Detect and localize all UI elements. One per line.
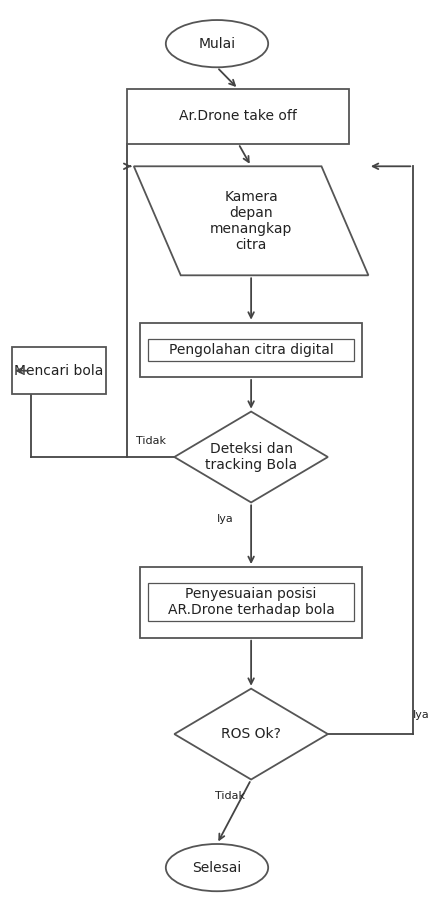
Text: Ar.Drone take off: Ar.Drone take off [179,110,297,123]
FancyBboxPatch shape [128,89,349,143]
Text: Tidak: Tidak [136,436,166,446]
FancyBboxPatch shape [12,347,106,394]
Text: Deteksi dan
tracking Bola: Deteksi dan tracking Bola [205,441,297,473]
Ellipse shape [166,20,268,68]
Text: Iya: Iya [217,515,234,525]
Polygon shape [134,166,368,275]
Text: Mulai: Mulai [198,37,236,50]
Text: Mencari bola: Mencari bola [14,364,104,377]
Polygon shape [174,411,328,503]
FancyBboxPatch shape [140,567,362,638]
Ellipse shape [166,844,268,891]
Text: ROS Ok?: ROS Ok? [221,727,281,741]
Text: Penyesuaian posisi
AR.Drone terhadap bola: Penyesuaian posisi AR.Drone terhadap bol… [168,588,335,618]
FancyBboxPatch shape [140,323,362,377]
Text: Iya: Iya [412,710,429,719]
Text: Selesai: Selesai [192,861,242,875]
Text: Tidak: Tidak [215,792,245,802]
Text: Pengolahan citra digital: Pengolahan citra digital [169,343,333,356]
Polygon shape [174,688,328,780]
Text: Kamera
depan
menangkap
citra: Kamera depan menangkap citra [210,189,293,252]
